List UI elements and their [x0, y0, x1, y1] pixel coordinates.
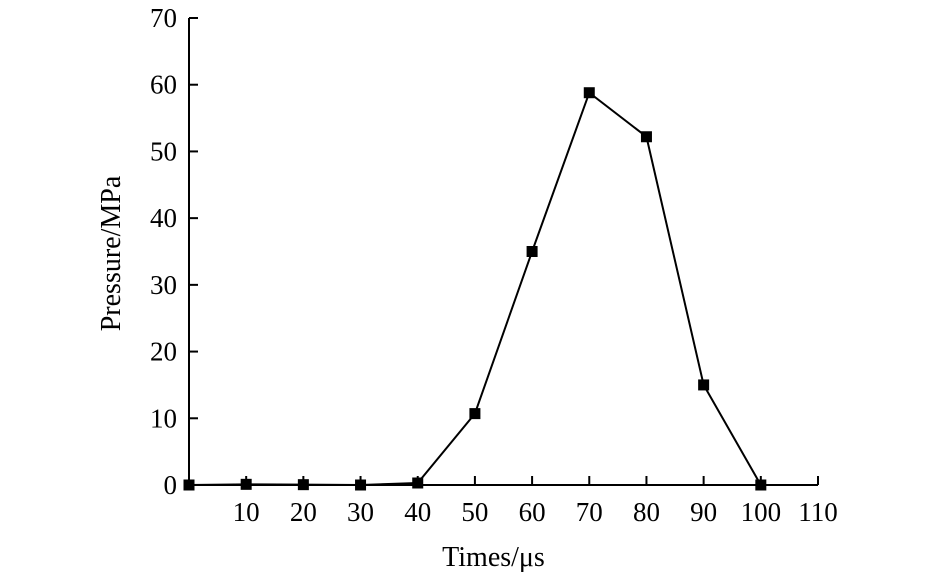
series-line — [188, 91, 762, 487]
x-tick-label: 110 — [798, 497, 838, 527]
y-tick-label: 10 — [150, 403, 177, 433]
y-tick-label: 70 — [150, 3, 177, 33]
x-tick-label: 40 — [404, 497, 431, 527]
data-point-marker — [583, 87, 595, 99]
x-axis-ticks: 10 20 30 40 50 60 70 80 90 100 110 — [233, 476, 838, 527]
data-point-marker — [412, 477, 424, 489]
y-tick-label: 50 — [150, 136, 177, 166]
axes — [188, 18, 818, 486]
x-tick-label: 30 — [347, 497, 374, 527]
data-point-marker — [183, 479, 195, 491]
data-point-marker — [355, 479, 367, 491]
x-tick-label: 80 — [633, 497, 660, 527]
data-point-marker — [526, 246, 538, 257]
y-axis-ticks: 0 10 20 30 40 50 60 70 — [150, 3, 198, 500]
x-tick-label: 50 — [461, 497, 488, 527]
x-tick-label: 60 — [519, 497, 546, 527]
x-tick-label: 20 — [290, 497, 317, 527]
series-layer — [183, 87, 767, 491]
y-axis-title: Pressure/MPa — [96, 175, 127, 331]
x-tick-label: 10 — [233, 497, 260, 527]
x-tick-label: 90 — [690, 497, 717, 527]
y-tick-label: 20 — [150, 337, 177, 367]
x-axis-title: Times/μs — [442, 542, 545, 573]
y-tick-label: 60 — [150, 70, 177, 100]
y-tick-label: 30 — [150, 270, 177, 300]
x-tick-label: 70 — [576, 497, 603, 527]
y-tick-label: 0 — [164, 470, 178, 500]
x-tick-label: 100 — [741, 497, 782, 527]
data-point-marker — [698, 379, 710, 391]
data-point-marker — [240, 478, 252, 490]
data-point-marker — [469, 408, 481, 420]
data-point-marker — [297, 479, 309, 491]
data-point-marker — [755, 479, 767, 491]
y-tick-label: 40 — [150, 203, 177, 233]
data-point-marker — [640, 131, 652, 143]
